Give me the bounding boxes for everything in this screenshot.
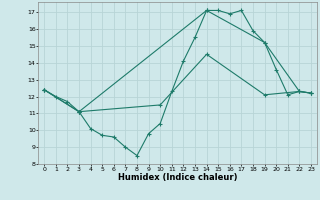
X-axis label: Humidex (Indice chaleur): Humidex (Indice chaleur) xyxy=(118,173,237,182)
